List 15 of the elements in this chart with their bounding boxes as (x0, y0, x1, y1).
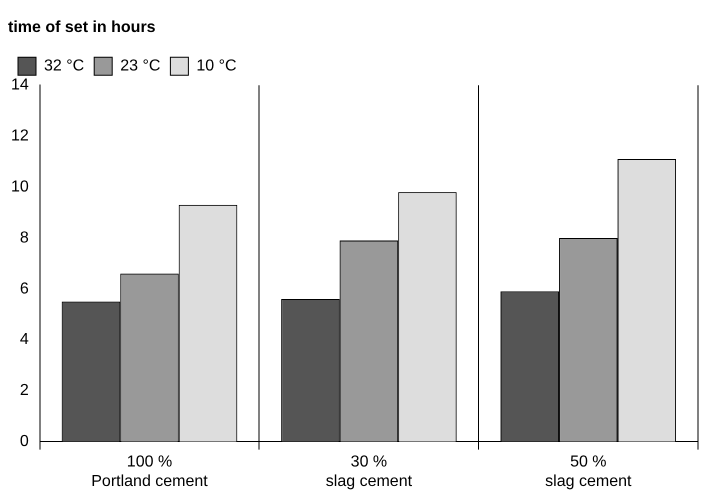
y-tick-label: 8 (20, 229, 29, 246)
y-tick-label: 0 (20, 433, 29, 450)
chart-title: time of set in hours (8, 19, 156, 36)
x-tick-label: 50 % slag cement (545, 454, 632, 490)
x-tick-label: 100 % Portland cement (91, 454, 208, 490)
legend-label: 23 °C (120, 58, 160, 75)
legend-label: 32 °C (44, 58, 84, 75)
legend-label: 10 °C (196, 58, 237, 75)
y-tick-label: 12 (11, 128, 29, 145)
x-tick-label: 30 % slag cement (326, 454, 413, 490)
y-tick-label: 10 (11, 178, 29, 196)
y-tick-label: 2 (20, 382, 29, 400)
y-tick-label: 4 (20, 331, 29, 348)
y-tick-label: 6 (20, 280, 29, 298)
y-tick-label: 14 (11, 76, 29, 94)
